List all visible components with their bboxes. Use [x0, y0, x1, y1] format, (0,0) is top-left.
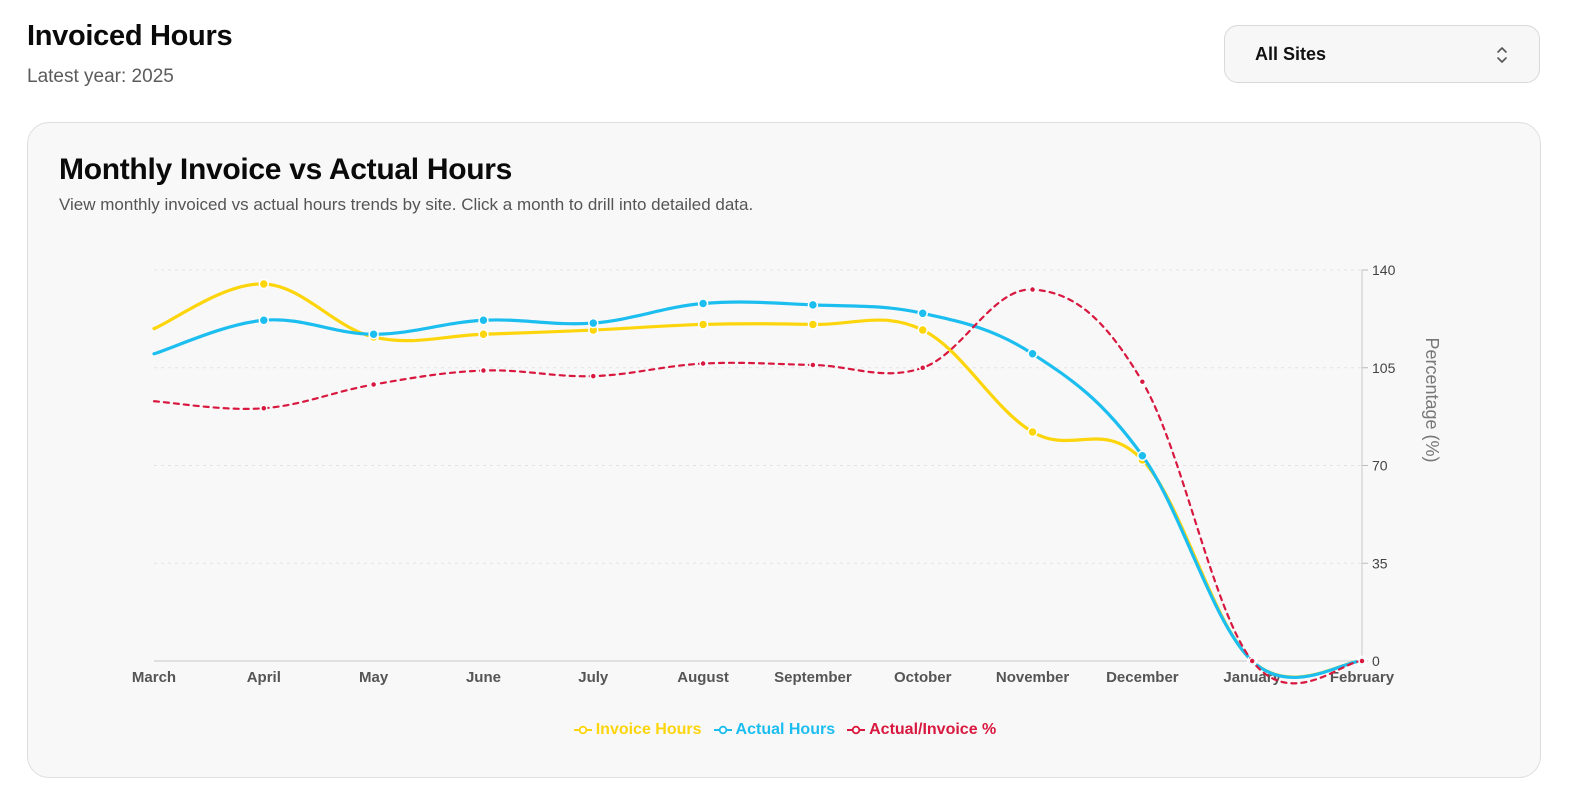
chart-card: Monthly Invoice vs Actual Hours View mon…: [27, 122, 1541, 778]
data-point-actual-invoice-october[interactable]: [918, 364, 927, 372]
x-tick-label-april[interactable]: April: [247, 669, 281, 686]
data-point-actual-invoice-april[interactable]: [260, 404, 268, 412]
page-subtitle: Latest year: 2025: [27, 66, 174, 87]
data-point-actual-invoice-january[interactable]: [1248, 657, 1256, 665]
data-point-actual-hours-may[interactable]: [368, 328, 379, 340]
chevron-up-down-icon: [1497, 47, 1507, 63]
x-tick-label-january[interactable]: January: [1223, 669, 1281, 686]
data-point-actual-invoice-august[interactable]: [699, 359, 707, 368]
data-point-invoice-hours-september[interactable]: [807, 319, 819, 330]
data-point-invoice-hours-november[interactable]: [1027, 426, 1038, 438]
y-tick-label-4: 140: [1372, 262, 1396, 278]
data-point-actual-hours-september[interactable]: [807, 299, 819, 311]
data-point-invoice-hours-october[interactable]: [917, 324, 928, 336]
legend-label: Invoice Hours: [595, 721, 702, 738]
data-point-actual-invoice-february[interactable]: [1358, 657, 1366, 665]
legend-label: Actual Hours: [735, 721, 836, 738]
line-chart: 0 35 70 105 140 March April May June July August Se…: [132, 262, 1442, 686]
data-point-actual-invoice-september[interactable]: [809, 361, 817, 369]
x-tick-label-october[interactable]: October: [894, 669, 952, 686]
series-line-actual-invoice: [152, 288, 1364, 685]
chart-title: Monthly Invoice vs Actual Hours: [59, 153, 513, 186]
data-point-actual-hours-july[interactable]: [588, 317, 599, 329]
x-tick-label-november[interactable]: November: [996, 669, 1070, 686]
data-point-actual-invoice-november[interactable]: [1028, 285, 1037, 294]
legend-item-actual-hours[interactable]: Actual Hours: [713, 721, 836, 739]
x-tick-label-june[interactable]: June: [466, 669, 501, 686]
x-tick-label-march[interactable]: March: [132, 669, 176, 686]
data-point-invoice-hours-august[interactable]: [697, 319, 709, 330]
x-tick-label-may[interactable]: May: [359, 669, 389, 686]
chart-description: View monthly invoiced vs actual hours tr…: [59, 195, 754, 214]
y-tick-label-0: 0: [1372, 653, 1380, 669]
page-title: Invoiced Hours: [27, 20, 233, 52]
x-tick-label-september[interactable]: September: [774, 669, 852, 686]
legend-item-invoice-hours[interactable]: Invoice Hours: [573, 721, 702, 739]
y-tick-label-3: 105: [1372, 360, 1396, 376]
data-point-actual-hours-november[interactable]: [1027, 348, 1038, 360]
x-tick-label-august[interactable]: August: [677, 669, 729, 686]
x-tick-label-december[interactable]: December: [1106, 669, 1179, 686]
legend-item-actual-invoice[interactable]: Actual/Invoice %: [847, 721, 996, 739]
legend-label: Actual/Invoice %: [869, 721, 997, 738]
data-point-actual-invoice-may[interactable]: [369, 380, 378, 389]
legend-marker-icon: [573, 725, 592, 735]
y-tick-label-2: 70: [1372, 458, 1388, 474]
site-select-value: All Sites: [1255, 44, 1327, 64]
data-point-invoice-hours-june[interactable]: [478, 328, 489, 340]
legend-marker-icon: [713, 725, 732, 735]
site-select[interactable]: All Sites: [1224, 25, 1540, 83]
data-point-actual-hours-december[interactable]: [1137, 450, 1148, 461]
data-point-actual-hours-august[interactable]: [697, 298, 709, 309]
y-tick-label-1: 35: [1372, 555, 1388, 571]
legend-marker-icon: [847, 725, 866, 735]
data-point-actual-hours-april[interactable]: [258, 315, 270, 326]
x-tick-label-february[interactable]: February: [1330, 669, 1395, 686]
series-line-actual-hours: [152, 300, 1364, 680]
data-point-actual-hours-june[interactable]: [478, 315, 489, 326]
data-point-actual-invoice-december[interactable]: [1138, 377, 1147, 386]
x-tick-label-july[interactable]: July: [578, 669, 609, 686]
data-point-actual-invoice-june[interactable]: [479, 366, 488, 375]
data-point-actual-hours-october[interactable]: [917, 308, 928, 319]
data-point-invoice-hours-april[interactable]: [258, 278, 270, 290]
chart-legend: Invoice Hours Actual Hours Actual/Invoice …: [28, 721, 1542, 740]
data-point-actual-invoice-july[interactable]: [589, 372, 598, 380]
y-axis-label: Percentage (%): [1422, 337, 1442, 462]
series-line-invoice-hours: [152, 282, 1364, 679]
